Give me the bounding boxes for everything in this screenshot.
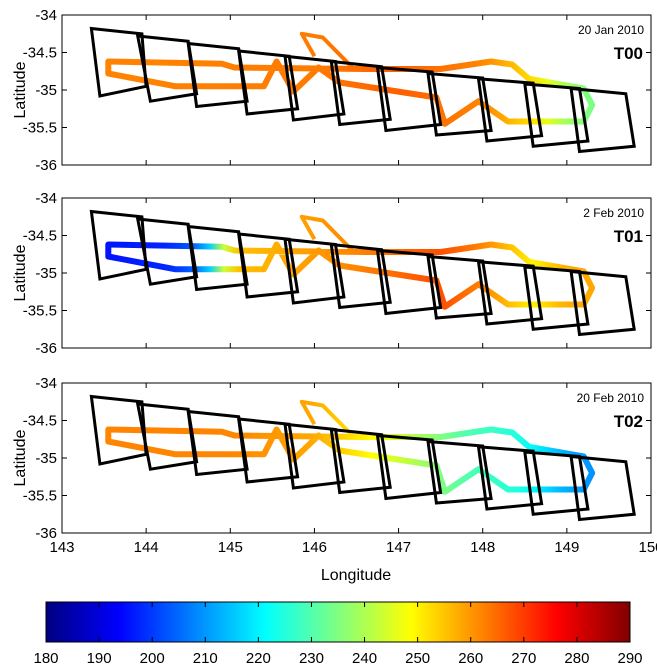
domain-box-4	[236, 417, 300, 484]
glider-track	[105, 241, 596, 310]
panel-date: 20 Feb 2010	[577, 391, 645, 405]
colorbar-tick-label: 190	[87, 650, 112, 667]
colorbar-tick-label: 180	[33, 650, 58, 667]
panel-tag: T01	[614, 227, 643, 246]
domain-box-5	[283, 54, 346, 122]
domain-box-9	[476, 445, 544, 511]
y-tick-label: -36	[35, 525, 57, 542]
domain-box-2	[135, 217, 199, 286]
domain-box-6	[329, 242, 392, 310]
x-axis-label: Longitude	[321, 567, 391, 584]
y-tick-label: -36	[35, 340, 57, 357]
domain-box-2	[135, 402, 199, 471]
colorbar-tick-label: 220	[246, 650, 271, 667]
panel-tag: T02	[614, 412, 643, 431]
colorbar-tick-label: 210	[193, 650, 218, 667]
domain-box-6	[329, 427, 392, 495]
y-tick-label: -36	[35, 157, 57, 174]
colorbar-gradient	[45, 601, 631, 643]
colorbar-tick-label: 260	[458, 650, 483, 667]
panel-date: 2 Feb 2010	[583, 206, 644, 220]
x-tick-label: 143	[49, 539, 74, 556]
y-tick-label: -35.5	[23, 488, 57, 505]
domain-box-4	[236, 49, 300, 116]
domain-box-5	[283, 237, 346, 305]
colorbar-tick-label: 280	[564, 650, 589, 667]
domain-box-3	[186, 409, 249, 477]
panel-t02: 143 144 145 146 147 148 149 150 -34 -34.5 -35 -35.5…	[12, 375, 657, 556]
glider-track-branch	[299, 399, 354, 437]
y-tick-label: -35.5	[23, 303, 57, 320]
domain-box-5	[283, 422, 346, 490]
glider-track-branch	[299, 31, 354, 69]
x-tick-label: 150	[638, 539, 657, 556]
domain-box-7	[375, 248, 443, 316]
domain-box-6	[329, 59, 392, 127]
x-tick-label: 148	[470, 539, 495, 556]
domain-box-10	[523, 265, 590, 331]
y-tick-label: -35.5	[23, 120, 57, 137]
y-tick-label: -35	[35, 265, 57, 282]
y-tick-label: -34	[35, 190, 57, 207]
y-axis-label: Latitude	[12, 429, 29, 486]
x-tick-label: 145	[218, 539, 243, 556]
colorbar-tick-label: 290	[617, 650, 642, 667]
domain-box-7	[375, 65, 443, 133]
domain-box-3	[186, 41, 249, 109]
colorbar-tick-label: 240	[352, 650, 377, 667]
domain-box-2	[135, 34, 199, 103]
panel-t01: -34 -34.5 -35 -35.5 -36 Latitude 2 Feb 2010 T01	[12, 190, 652, 357]
panel-date: 20 Jan 2010	[578, 23, 644, 37]
domain-box-11	[569, 269, 636, 337]
y-tick-label: -34.5	[23, 45, 57, 62]
x-tick-label: 144	[134, 539, 159, 556]
panel-t00: -34 -34.5 -35 -35.5 -36 Latitude 20 Jan 2010 T0…	[12, 7, 652, 174]
domain-box-8	[426, 439, 493, 505]
x-tick-label: 149	[554, 539, 579, 556]
glider-track-branch	[299, 214, 354, 252]
y-axis-label: Latitude	[12, 61, 29, 118]
y-tick-label: -34.5	[23, 228, 57, 245]
domain-box-8	[426, 71, 493, 137]
x-tick-label: 146	[302, 539, 327, 556]
y-tick-label: -35	[35, 450, 57, 467]
colorbar-tick-label: 250	[405, 650, 430, 667]
domain-box-3	[186, 224, 249, 292]
colorbar-tick-label: 230	[299, 650, 324, 667]
y-tick-label: -34.5	[23, 413, 57, 430]
domain-box-10	[523, 450, 590, 516]
y-axis-label: Latitude	[12, 244, 29, 301]
domain-box-11	[569, 86, 636, 154]
domain-box-8	[426, 254, 493, 320]
colorbar-tick-label: 270	[511, 650, 536, 667]
y-tick-label: -34	[35, 375, 57, 392]
x-tick-label: 147	[386, 539, 411, 556]
domain-box-9	[476, 260, 544, 326]
domain-box-7	[375, 433, 443, 501]
glider-track	[105, 426, 596, 495]
panels-group: -34 -34.5 -35 -35.5 -36 Latitude 20 Jan 2010 T0…	[12, 7, 657, 556]
y-tick-label: -35	[35, 82, 57, 99]
colorbar: 180 190 200 210 220 230 240 250 260 270 280 290	[33, 601, 643, 667]
domain-box-4	[236, 232, 300, 299]
panel-tag: T00	[614, 44, 643, 63]
domain-box-9	[476, 77, 544, 143]
glider-track	[105, 58, 596, 127]
domain-box-10	[523, 82, 590, 148]
colorbar-tick-label: 200	[140, 650, 165, 667]
domain-box-11	[569, 454, 636, 522]
y-tick-label: -34	[35, 7, 57, 24]
